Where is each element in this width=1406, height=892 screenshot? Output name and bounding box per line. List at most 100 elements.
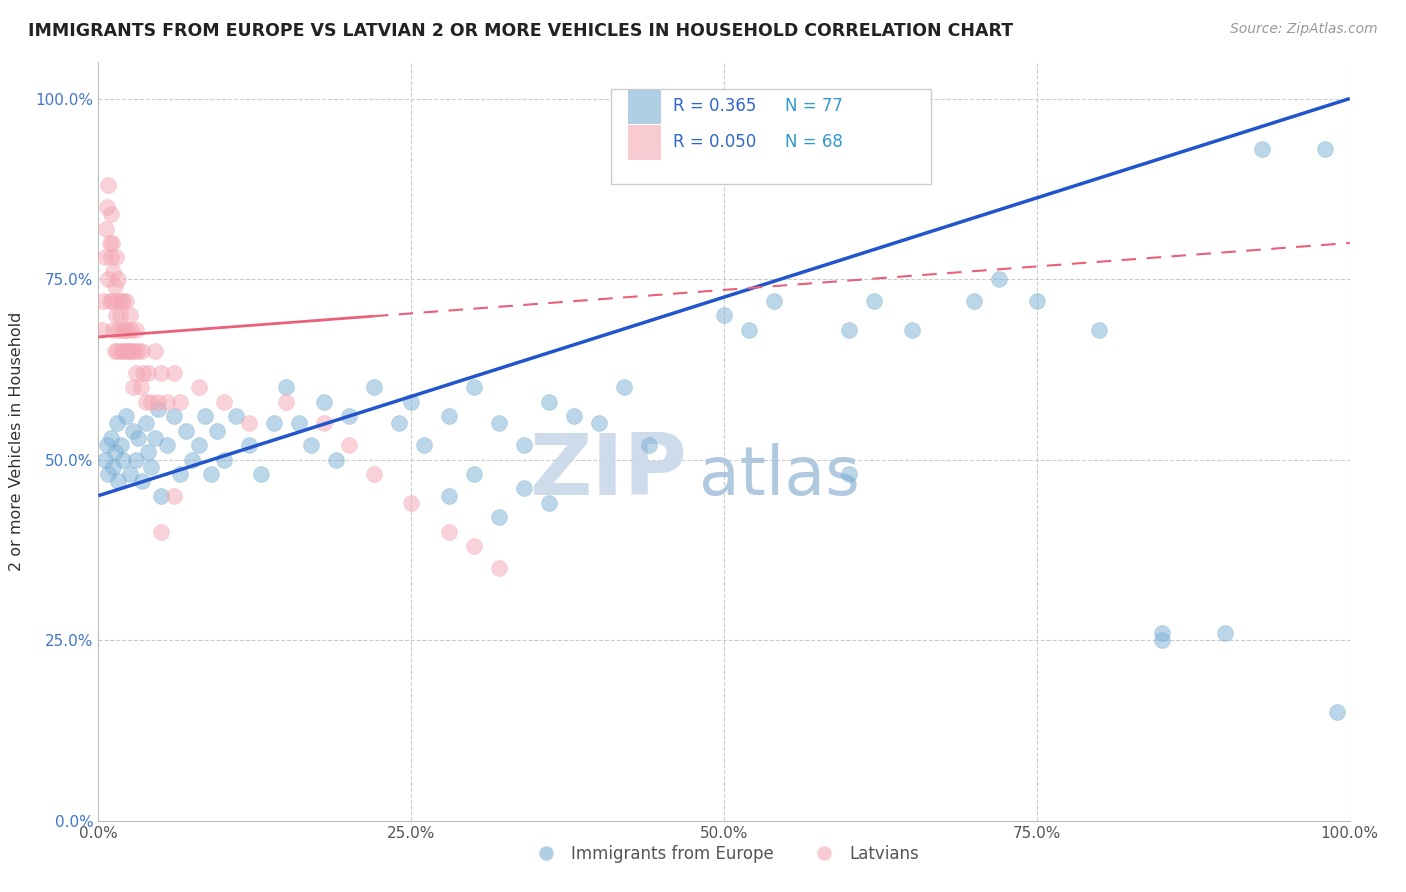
Point <box>588 417 610 431</box>
Point <box>1150 626 1173 640</box>
Point <box>104 344 127 359</box>
Point <box>143 344 166 359</box>
Point <box>1088 323 1111 337</box>
Point <box>463 539 485 553</box>
Point <box>1313 142 1336 156</box>
Text: N = 77: N = 77 <box>786 97 844 115</box>
Point <box>738 323 761 337</box>
Point <box>138 445 160 459</box>
Point <box>108 308 131 322</box>
Point <box>212 394 235 409</box>
Text: R = 0.365: R = 0.365 <box>673 97 756 115</box>
Text: R = 0.050: R = 0.050 <box>673 133 756 151</box>
Point <box>97 272 120 286</box>
Point <box>513 438 536 452</box>
Point <box>114 323 136 337</box>
Point <box>104 445 127 459</box>
Point <box>150 366 173 380</box>
Point <box>162 409 184 424</box>
Point <box>127 344 149 359</box>
Point <box>103 459 125 474</box>
Point <box>122 424 145 438</box>
Point <box>513 482 536 496</box>
Text: atlas: atlas <box>699 442 860 508</box>
Point <box>162 366 184 380</box>
Point <box>1026 293 1049 308</box>
Point <box>101 293 124 308</box>
Point <box>120 323 142 337</box>
Point <box>100 431 122 445</box>
Point <box>107 475 129 489</box>
Point <box>104 308 127 322</box>
Point <box>143 431 166 445</box>
Point <box>150 524 173 539</box>
Point <box>187 438 209 452</box>
Point <box>100 207 122 221</box>
Point <box>388 417 411 431</box>
Point <box>138 366 160 380</box>
Point <box>299 438 322 452</box>
Point <box>117 344 139 359</box>
Point <box>437 409 460 424</box>
Point <box>194 409 217 424</box>
Point <box>98 235 121 250</box>
Point <box>1213 626 1236 640</box>
Point <box>103 265 125 279</box>
Point <box>135 394 157 409</box>
Point <box>250 467 273 481</box>
Text: N = 68: N = 68 <box>786 133 844 151</box>
Point <box>963 293 986 308</box>
Point <box>713 308 735 322</box>
Point <box>125 323 148 337</box>
Point <box>488 561 510 575</box>
Point <box>156 394 179 409</box>
Point <box>225 409 247 424</box>
Point <box>100 251 122 265</box>
Point <box>187 380 209 394</box>
Point <box>111 323 134 337</box>
Point <box>488 417 510 431</box>
Point <box>148 394 170 409</box>
Point <box>312 394 335 409</box>
Point <box>125 452 148 467</box>
Point <box>287 417 309 431</box>
FancyBboxPatch shape <box>612 89 931 184</box>
Point <box>115 409 138 424</box>
Point <box>104 251 127 265</box>
Point <box>96 438 118 452</box>
Point <box>238 417 260 431</box>
Point <box>900 323 922 337</box>
Point <box>93 251 115 265</box>
Point <box>363 380 385 394</box>
Point <box>337 438 360 452</box>
Point <box>94 221 117 235</box>
Point <box>437 524 460 539</box>
Point <box>115 323 138 337</box>
Point <box>107 272 129 286</box>
Point <box>613 380 636 394</box>
Point <box>212 452 235 467</box>
Point <box>401 496 423 510</box>
Point <box>537 394 560 409</box>
Point <box>437 489 460 503</box>
Point <box>110 293 132 308</box>
Text: Source: ZipAtlas.com: Source: ZipAtlas.com <box>1230 22 1378 37</box>
Point <box>838 323 860 337</box>
Point <box>274 394 298 409</box>
Point <box>98 293 121 308</box>
Point <box>118 467 141 481</box>
Point <box>401 394 423 409</box>
Point <box>112 452 135 467</box>
Point <box>169 394 191 409</box>
Point <box>363 467 385 481</box>
Point <box>135 417 157 431</box>
Point <box>91 323 114 337</box>
Point <box>763 293 786 308</box>
Point <box>1326 706 1348 720</box>
Point <box>105 344 128 359</box>
Point <box>412 438 434 452</box>
Legend: Immigrants from Europe, Latvians: Immigrants from Europe, Latvians <box>523 838 925 869</box>
Point <box>118 308 141 322</box>
Point <box>131 475 153 489</box>
Point <box>162 489 184 503</box>
